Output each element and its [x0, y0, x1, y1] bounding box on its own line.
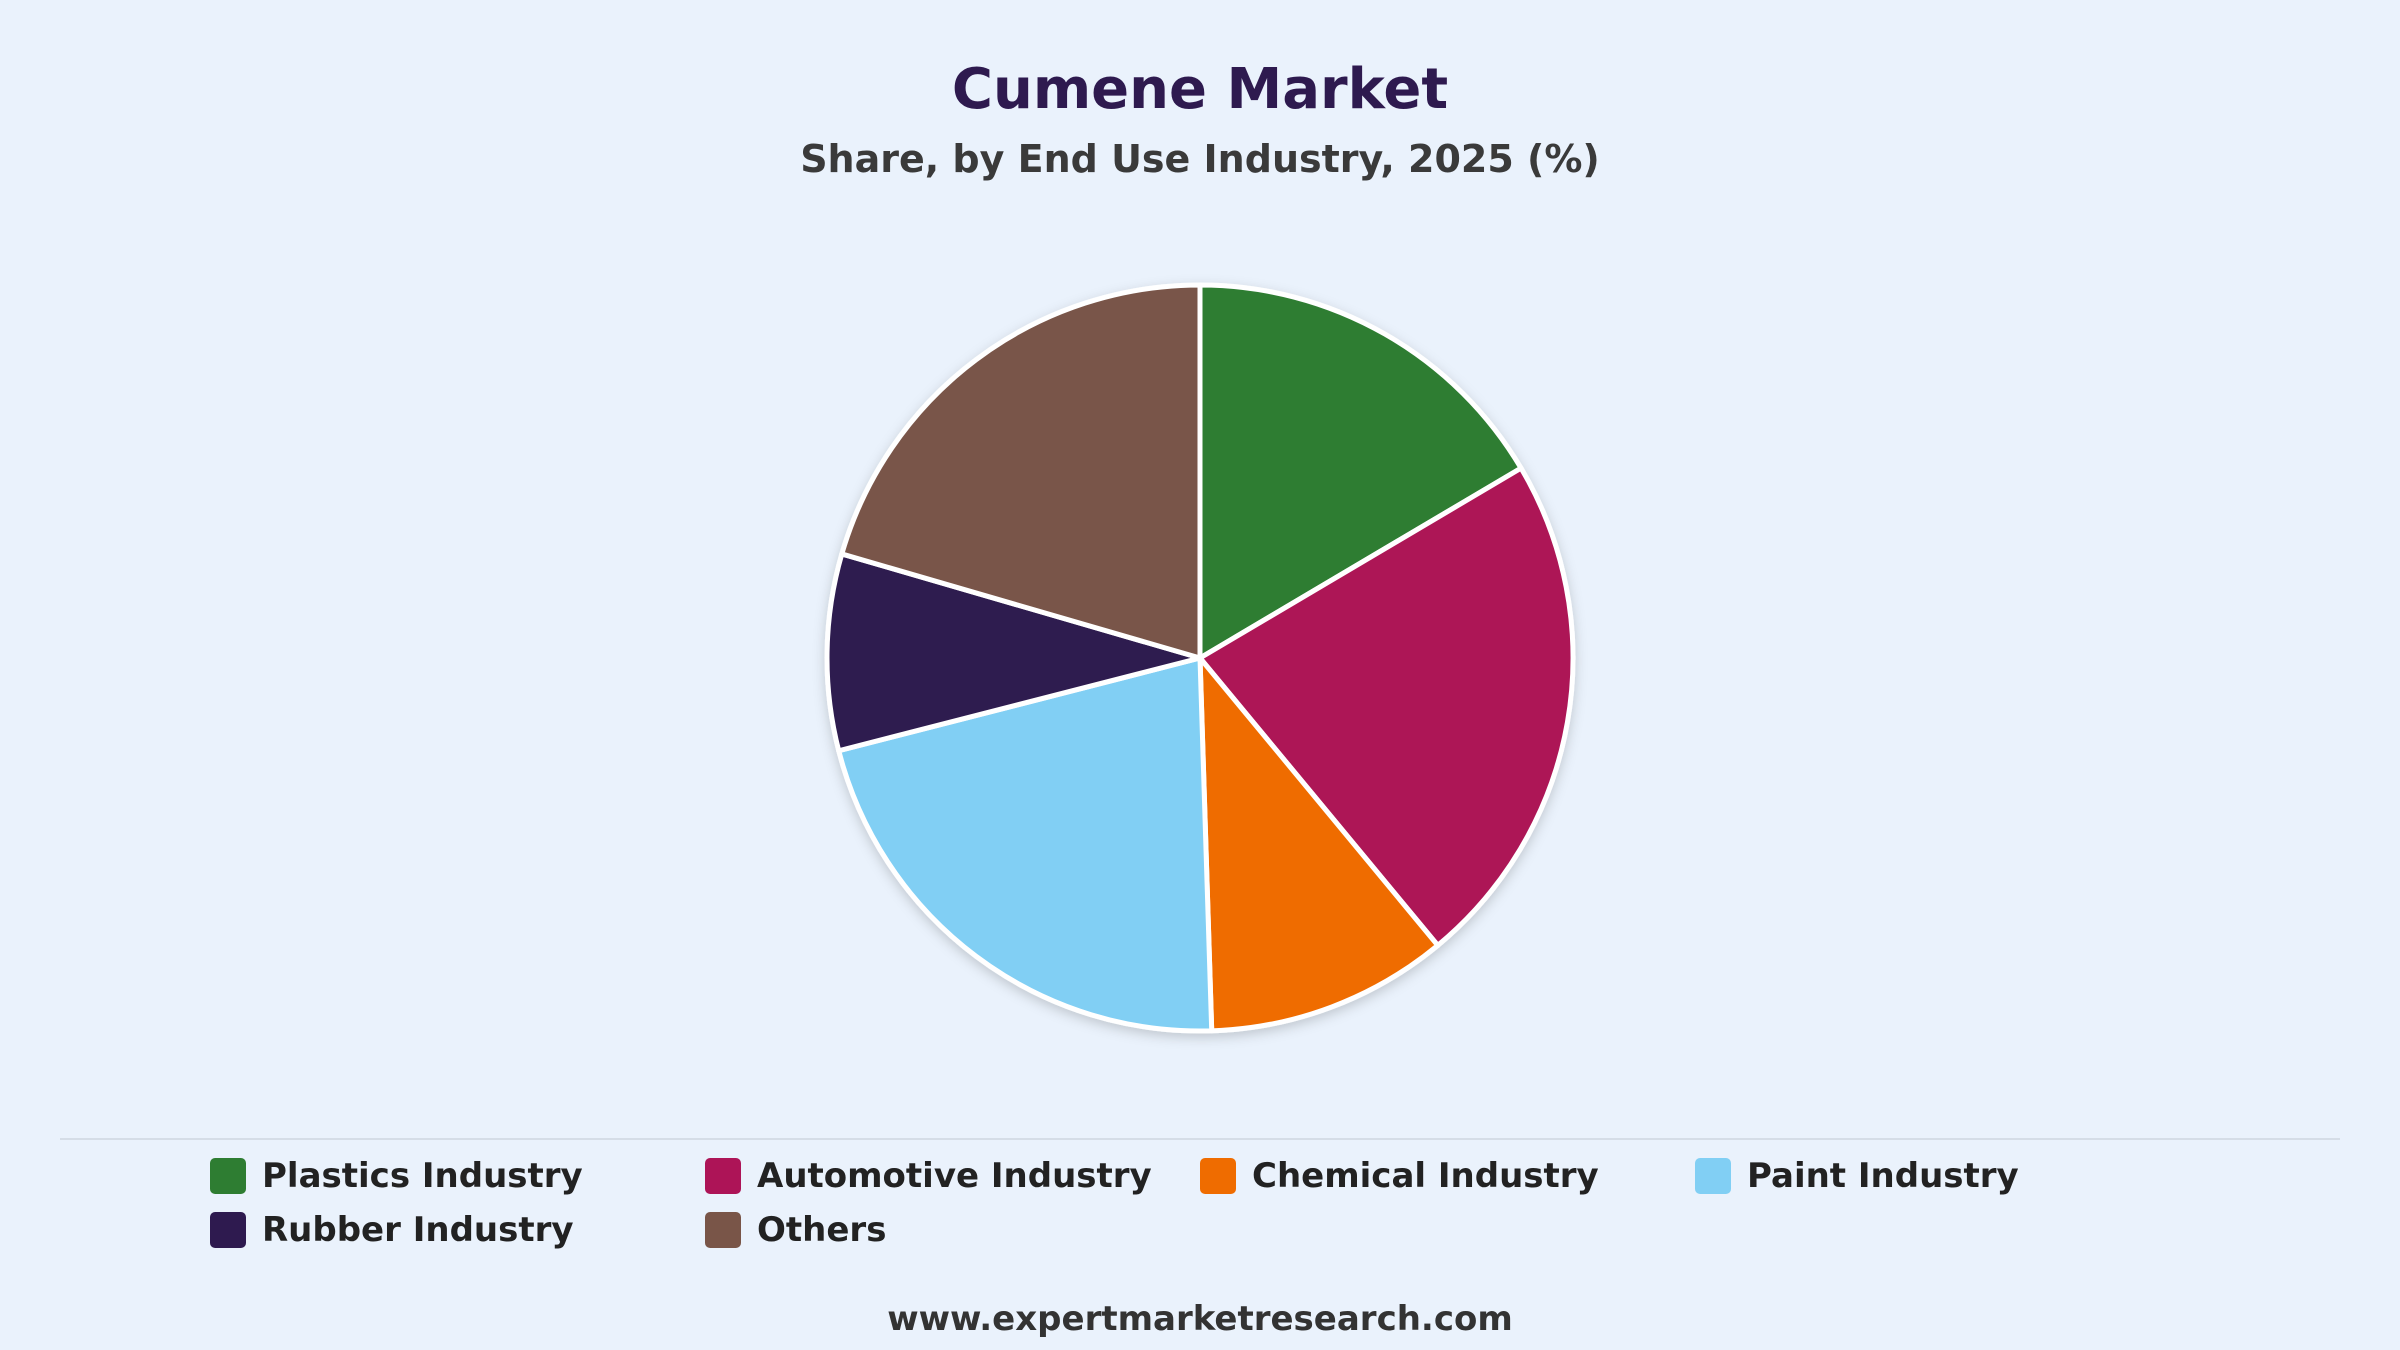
chart-title: Cumene Market — [951, 57, 1449, 122]
legend-item-rubber-industry: Rubber Industry — [210, 1210, 574, 1250]
legend-item-paint-industry: Paint Industry — [1695, 1156, 2019, 1196]
legend-swatch — [210, 1158, 246, 1194]
legend-swatch — [705, 1158, 741, 1194]
legend-swatch — [1200, 1158, 1236, 1194]
legend-divider — [60, 1138, 2340, 1140]
legend-item-chemical-industry: Chemical Industry — [1200, 1156, 1599, 1196]
pie-slice-paint-industry — [836, 655, 1215, 1034]
pie-slice-plastics-industry — [1197, 282, 1524, 661]
legend-label: Paint Industry — [1747, 1156, 2019, 1196]
pie-slice-chemical-industry — [1197, 655, 1441, 1034]
legend-label: Others — [757, 1210, 887, 1250]
legend-label: Rubber Industry — [262, 1210, 574, 1250]
legend-item-others: Others — [705, 1210, 886, 1250]
legend-label: Chemical Industry — [1252, 1156, 1599, 1196]
legend-item-automotive-industry: Automotive Industry — [705, 1156, 1152, 1196]
footer-website: www.expertmarketresearch.com — [887, 1299, 1513, 1339]
legend-swatch — [1695, 1158, 1731, 1194]
legend-swatch — [705, 1212, 741, 1248]
pie-slice-others — [839, 282, 1203, 661]
pie-slice-rubber-industry — [824, 551, 1203, 754]
pie-slice-automotive-industry — [1197, 465, 1576, 948]
legend-label: Automotive Industry — [757, 1156, 1152, 1196]
legend-item-plastics-industry: Plastics Industry — [210, 1156, 583, 1196]
legend-label: Plastics Industry — [262, 1156, 583, 1196]
chart-subtitle: Share, by End Use Industry, 2025 (%) — [800, 137, 1600, 181]
legend-swatch — [210, 1212, 246, 1248]
pie-slices — [824, 282, 1576, 1034]
